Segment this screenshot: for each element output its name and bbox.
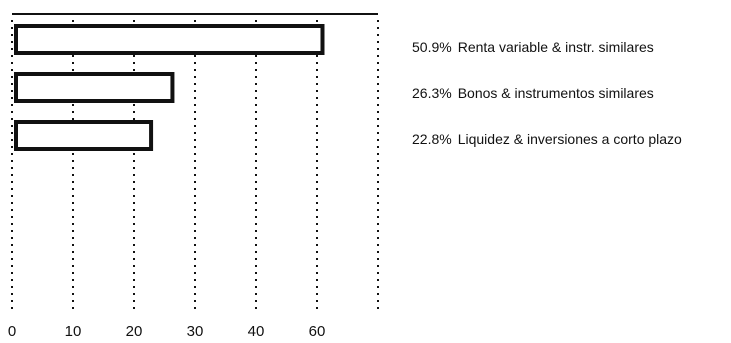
- legend-entry-2: 22.8% Liquidez & inversiones a corto plaz…: [412, 131, 682, 147]
- legend-category-label: Bonos & instrumentos similares: [458, 85, 654, 101]
- x-tick-label-4: 40: [248, 323, 265, 340]
- bar-1: [14, 72, 175, 103]
- bar-0: [14, 24, 325, 55]
- legend-category-label: Liquidez & inversiones a corto plazo: [458, 131, 682, 147]
- x-tick-label-0: 0: [8, 323, 16, 340]
- legend-value-label: 50.9%: [412, 39, 452, 55]
- bar-2: [14, 120, 154, 151]
- legend-entry-1: 26.3% Bonos & instrumentos similares: [412, 85, 654, 101]
- legend-category-label: Renta variable & instr. similares: [458, 39, 654, 55]
- legend-entry-0: 50.9% Renta variable & instr. similares: [412, 39, 654, 55]
- x-tick-label-1: 10: [65, 323, 82, 340]
- legend-value-label: 22.8%: [412, 131, 452, 147]
- x-tick-label-5: 60: [309, 323, 326, 340]
- x-tick-label-2: 20: [126, 323, 143, 340]
- x-tick-label-3: 30: [187, 323, 204, 340]
- legend-value-label: 26.3%: [412, 85, 452, 101]
